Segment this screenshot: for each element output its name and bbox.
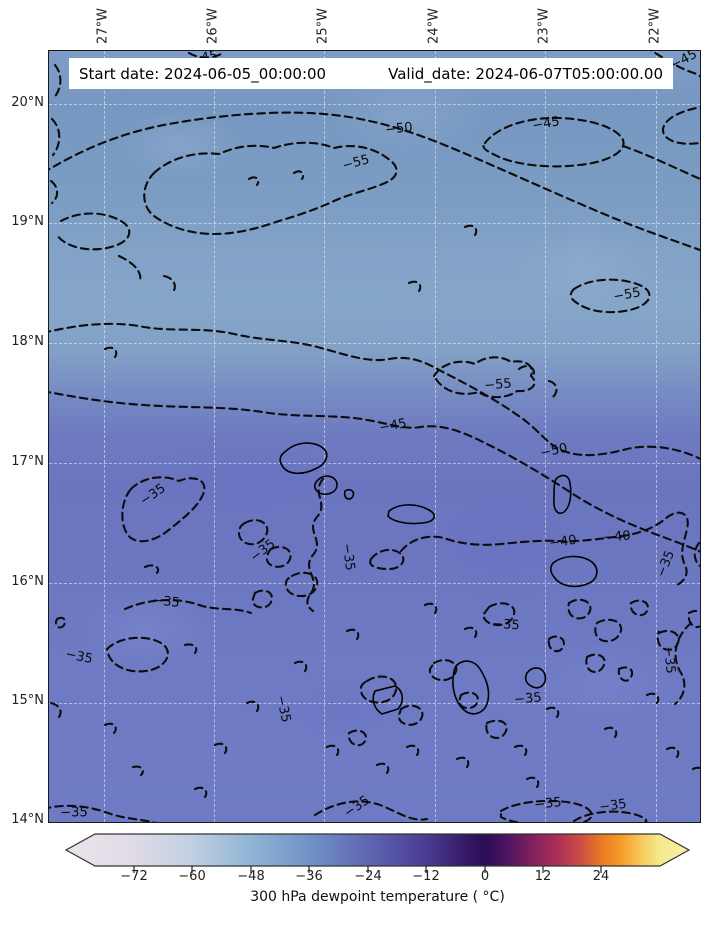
valid-date-text: Valid_date: 2024-06-07T05:00:00.00 [388, 64, 663, 83]
lon-tick-label: 26°W [205, 8, 221, 44]
lat-tick-label: 14°N [11, 812, 44, 827]
colorbar-tick-label: −60 [178, 869, 206, 884]
colorbar-tick-label: −12 [412, 869, 440, 884]
island-outline [550, 555, 598, 588]
colorbar-tick-label: −36 [295, 869, 323, 884]
lon-tick-label: 25°W [315, 8, 331, 44]
colorbar-ticks [133, 866, 602, 873]
colorbar-caption: 300 hPa dewpoint temperature ( °C) [250, 889, 505, 905]
lon-tick-label: 24°W [426, 8, 442, 44]
lat-tick-label: 20°N [11, 95, 44, 110]
colorbar [64, 833, 691, 879]
contour-label: −50 [384, 120, 414, 138]
lon-tick-label: 22°W [647, 8, 663, 44]
dashed-contours [49, 51, 700, 822]
contour-layer [49, 51, 700, 822]
start-date-text: Start date: 2024-06-05_00:00:00 [79, 64, 327, 83]
lon-tick-label: 27°W [95, 8, 111, 44]
island-outline [452, 660, 490, 715]
island-outline [524, 667, 547, 689]
lat-tick-label: 18°N [11, 334, 44, 349]
contour-label: −55 [483, 376, 513, 394]
lat-tick-label: 19°N [11, 214, 44, 229]
colorbar-tick-label: 0 [480, 869, 490, 884]
contour-label: −35 [513, 690, 543, 708]
colorbar-gradient [64, 833, 691, 873]
colorbar-tick-label: −48 [237, 869, 265, 884]
colorbar-tick-label: −72 [120, 869, 148, 884]
date-annotation-box: Start date: 2024-06-05_00:00:00 Valid_da… [69, 58, 673, 89]
contour-label: −35 [491, 616, 521, 634]
lat-tick-label: 17°N [11, 454, 44, 469]
lon-tick-label: 23°W [536, 8, 552, 44]
island-outline [279, 442, 328, 475]
contour-label: −35 [60, 805, 88, 821]
contour-label: −40 [602, 528, 632, 546]
contour-label: −35 [660, 645, 678, 675]
island-outline [372, 685, 404, 715]
contour-label: −35 [533, 795, 563, 813]
lat-tick-label: 15°N [11, 693, 44, 708]
island-outline [387, 504, 435, 525]
colorbar-tick-label: 12 [534, 869, 552, 884]
colorbar-tick-label: −24 [354, 869, 382, 884]
colorbar-tick-label: 24 [592, 869, 610, 884]
map-plot-area: −45 −45 −50 −45 −55 −55 −55 −45 −50 −40 … [48, 50, 701, 823]
contour-label: −35 [151, 593, 181, 611]
island-coastlines [279, 442, 598, 715]
island-outline [553, 474, 572, 515]
island-outline [313, 475, 338, 495]
island-outline [343, 489, 355, 500]
lat-tick-label: 16°N [11, 574, 44, 589]
